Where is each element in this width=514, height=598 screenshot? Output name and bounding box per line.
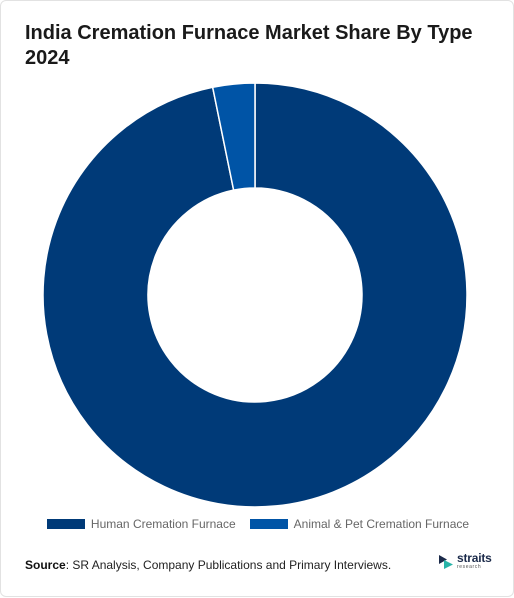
- donut-slices: [42, 82, 468, 508]
- source-text: : SR Analysis, Company Publications and …: [65, 558, 392, 572]
- brand-tagline: research: [457, 564, 482, 570]
- straits-logo-icon: [439, 555, 453, 569]
- brand-logo: straits research: [438, 552, 492, 570]
- legend-swatch-human: [46, 519, 85, 529]
- slice-human-cremation-furnace[interactable]: [42, 82, 468, 508]
- brand-name: straits: [457, 551, 492, 565]
- source-note: Source: SR Analysis, Company Publication…: [25, 558, 391, 572]
- legend-label-human: Human Cremation Furnace: [90, 517, 236, 531]
- chart-title: India Cremation Furnace Market Share By …: [25, 22, 473, 69]
- legend-swatch-animal-pet: [249, 519, 288, 529]
- legend-item-animal-pet[interactable]: Animal & Pet Cremation Furnace: [249, 517, 470, 531]
- source-label: Source: [25, 558, 66, 572]
- legend-item-human[interactable]: Human Cremation Furnace: [46, 517, 236, 531]
- chart-legend: Human Cremation Furnace Animal & Pet Cre…: [1, 517, 514, 531]
- legend-label-animal-pet: Animal & Pet Cremation Furnace: [293, 517, 470, 531]
- slice-animal-pet-cremation-furnace[interactable]: [211, 82, 256, 192]
